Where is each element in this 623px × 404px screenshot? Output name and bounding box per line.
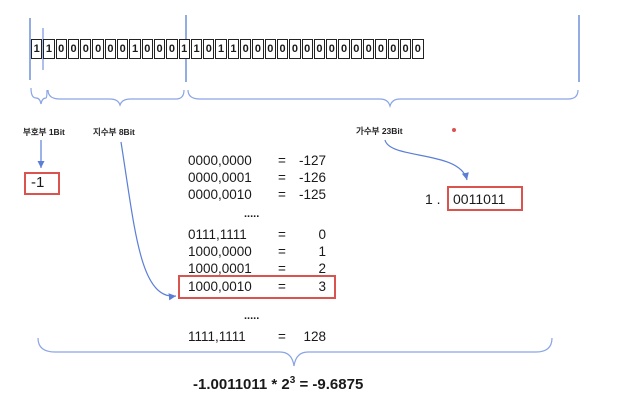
exponent-value: -126 (298, 170, 326, 185)
bit-cell: 0 (55, 39, 67, 59)
bit-cell: 0 (80, 39, 92, 59)
mantissa-brace (187, 89, 579, 109)
equals-sign: = (278, 329, 286, 344)
sign-value: -1 (31, 174, 45, 191)
bit-cell: 1 (178, 39, 190, 59)
bit-cell: 0 (264, 39, 276, 59)
bit-cell: 0 (141, 39, 153, 59)
bit-cell: 0 (252, 39, 264, 59)
table-row: 0000,0001 = -126 (188, 169, 326, 186)
bit-cell: 0 (326, 39, 338, 59)
exponent-value: 1 (318, 244, 326, 259)
equals-sign: = (278, 187, 286, 202)
bit-cell: 1 (190, 39, 203, 59)
table-row: 0000,0010 = -125 (188, 186, 326, 203)
sign-field-label: 부호부 1Bit (23, 127, 65, 137)
bit-cell: 0 (153, 39, 166, 59)
bit-cell: 1 (43, 39, 55, 59)
table-row: 1000,0001 = 2 (188, 260, 326, 277)
bottom-brace (37, 337, 553, 367)
table-ellipsis: ..... (244, 310, 260, 322)
exponent-code: 1111,1111 (188, 329, 246, 344)
exponent-arrow (120, 141, 177, 301)
exponent-field-label: 지수부 8Bit (93, 127, 135, 137)
table-ellipsis: ..... (244, 208, 260, 220)
equals-sign: = (278, 244, 286, 259)
bit-cell: 0 (203, 39, 215, 59)
exponent-brace (47, 89, 185, 107)
exponent-value: 128 (303, 329, 326, 344)
table-row: 1111,1111 = 128 (188, 328, 326, 345)
equals-sign: = (278, 279, 286, 294)
bit-cell: 0 (363, 39, 375, 59)
bit-cell: 1 (129, 39, 141, 59)
equals-sign: = (278, 261, 286, 276)
exponent-value: 0 (318, 227, 326, 242)
bit-cell: 0 (289, 39, 301, 59)
bit-cell: 0 (166, 39, 178, 59)
exponent-code: 0111,1111 (188, 227, 247, 242)
table-row: 1000,0000 = 1 (188, 243, 326, 260)
mantissa-field-label: 가수부 23Bit (356, 126, 403, 136)
exponent-value: -125 (298, 187, 326, 202)
exponent-code: 1000,0001 (188, 261, 252, 276)
formula-base: -1.0011011 * 2 (193, 376, 290, 393)
mantissa-arrow (384, 139, 469, 181)
table-row: 0000,0000 = -127 (188, 152, 326, 169)
formula-exponent: 3 (289, 375, 296, 386)
exponent-code: 1000,0000 (188, 244, 252, 259)
exponent-table: 0000,0000 = -127 0000,0001 = -126 0000,0010 = -1… (178, 152, 336, 352)
bit-cell: 1 (31, 39, 43, 59)
mantissa-prefix: 1 . (425, 191, 441, 207)
bit-cell: 0 (387, 39, 399, 59)
sign-brace (30, 87, 48, 105)
bit-cell: 0 (399, 39, 412, 59)
bit-cell: 0 (104, 39, 117, 59)
bit-cell: 0 (338, 39, 350, 59)
bit-cell: 0 (117, 39, 129, 59)
bit-cell: 0 (240, 39, 252, 59)
exponent-code: 1000,0010 (188, 279, 252, 294)
sign-value-box (24, 172, 60, 195)
stray-dot (452, 128, 456, 132)
bit-cell: 0 (350, 39, 363, 59)
exponent-value: 2 (318, 261, 326, 276)
equals-sign: = (278, 153, 286, 168)
table-row: 0111,1111 = 0 (188, 226, 326, 243)
mantissa-value-box (447, 186, 523, 211)
result-formula: -1.0011011 * 23 = -9.6875 (193, 375, 363, 393)
exponent-value: -127 (298, 153, 326, 168)
exponent-code: 0000,0000 (188, 153, 252, 168)
bit-cell: 0 (375, 39, 387, 59)
bit-cell: 0 (67, 39, 80, 59)
formula-result: = -9.6875 (295, 376, 364, 393)
bit-cell: 0 (412, 39, 424, 59)
exponent-value: 3 (318, 279, 326, 294)
table-row: 1000,0010 = 3 (188, 278, 326, 295)
bit-cell: 0 (313, 39, 326, 59)
bit-cell: 1 (227, 39, 240, 59)
mantissa-value: 0011011 (453, 191, 506, 207)
bit-cell: 1 (215, 39, 227, 59)
exponent-code: 0000,0010 (188, 187, 252, 202)
bit-cell: 0 (276, 39, 289, 59)
bit-cell: 0 (92, 39, 104, 59)
highlight-row-box (178, 275, 336, 299)
bit-cell: 0 (301, 39, 313, 59)
equals-sign: = (278, 227, 286, 242)
exponent-code: 0000,0001 (188, 170, 252, 185)
equals-sign: = (278, 170, 286, 185)
